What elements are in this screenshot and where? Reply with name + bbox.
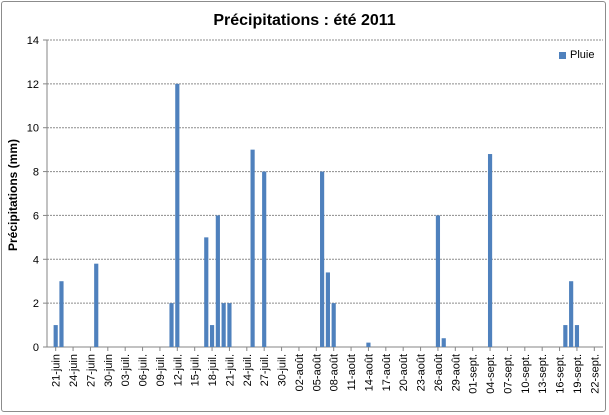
x-tick-label: 10-sept.: [520, 354, 532, 394]
x-tick-label: 30-juin: [103, 354, 115, 387]
x-tick-label: 30-juil.: [277, 354, 289, 386]
x-tick-label: 01-sept.: [468, 354, 480, 394]
x-tick-label: 08-août: [329, 354, 341, 391]
y-tick-label: 12: [27, 79, 39, 91]
chart-title: Précipitations : été 2011: [213, 12, 396, 29]
x-tick-label: 12-juil.: [172, 354, 184, 386]
bar: [221, 303, 226, 347]
bar: [250, 149, 255, 347]
x-tick-label: 27-juin: [85, 354, 97, 387]
y-tick-label: 8: [33, 167, 39, 179]
bar: [320, 171, 325, 347]
bar: [331, 303, 336, 347]
x-tick-label: 07-sept.: [502, 354, 514, 394]
x-tick-label: 24-juil.: [242, 354, 254, 386]
x-tick-label: 27-juil.: [259, 354, 271, 386]
y-tick-label: 10: [27, 123, 39, 135]
bar: [59, 281, 64, 347]
x-tick-label: 24-juin: [68, 354, 80, 387]
x-tick-label: 15-juil.: [190, 354, 202, 386]
bar: [94, 263, 99, 347]
x-tick-label: 11-août: [346, 354, 358, 391]
y-tick-label: 4: [33, 254, 39, 266]
legend: Pluie: [559, 49, 594, 61]
x-tick-label: 19-sept.: [572, 354, 584, 394]
bar: [366, 342, 371, 347]
bar: [227, 303, 232, 347]
x-tick-label: 16-sept.: [555, 354, 567, 394]
x-tick-label: 22-sept.: [589, 354, 601, 394]
x-tick-label: 18-juil.: [207, 354, 219, 386]
bar: [563, 325, 568, 347]
x-tick-label: 09-juil.: [155, 354, 167, 386]
x-tick-label: 26-août: [433, 354, 445, 391]
x-tick-label: 20-août: [398, 354, 410, 391]
y-tick-label: 6: [33, 210, 39, 222]
x-tick-label: 29-août: [450, 354, 462, 391]
bar: [569, 281, 574, 347]
bar: [175, 83, 180, 347]
bar: [169, 303, 174, 347]
x-tick-label: 05-août: [311, 354, 323, 391]
legend-label: Pluie: [570, 49, 595, 61]
bar: [215, 215, 220, 347]
x-tick-label: 23-août: [416, 354, 428, 391]
x-tick-label: 14-août: [363, 354, 375, 391]
bar: [487, 154, 493, 347]
bar: [441, 338, 446, 347]
x-tick-label: 03-juil.: [120, 354, 132, 386]
bar: [53, 325, 58, 347]
bar: [262, 171, 267, 347]
x-tick-label: 04-sept.: [485, 354, 497, 394]
bar: [325, 272, 330, 347]
x-tick-label: 06-juil.: [138, 354, 150, 386]
x-tick-label: 21-juil.: [224, 354, 236, 386]
x-tick-label: 21-juin: [51, 354, 63, 387]
bar: [574, 325, 580, 347]
x-tick-label: 13-sept.: [537, 354, 549, 394]
bar: [204, 237, 209, 347]
y-tick-label: 14: [27, 35, 39, 47]
bar: [209, 325, 215, 347]
x-tick-label: 02-août: [294, 354, 306, 391]
legend-swatch: [559, 51, 566, 59]
y-tick-label: 0: [33, 342, 39, 354]
bar: [435, 215, 441, 347]
x-tick-label: 17-août: [381, 354, 393, 391]
y-tick-label: 2: [33, 298, 39, 310]
